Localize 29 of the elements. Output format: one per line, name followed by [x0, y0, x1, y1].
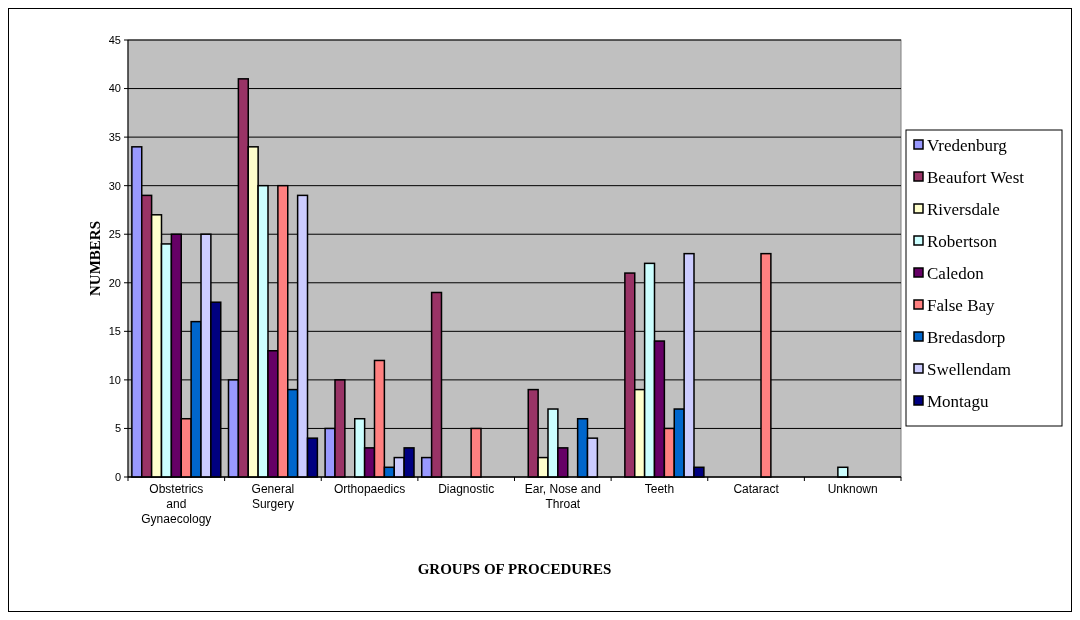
y-tick-label: 0 [114, 470, 121, 483]
y-tick-label: 35 [108, 130, 121, 143]
legend-label: Riversdale [927, 199, 1000, 219]
y-tick-label: 15 [108, 325, 121, 338]
legend-label: Robertson [927, 231, 998, 251]
x-tick-label: Cataract [733, 482, 780, 496]
legend-label: False Bay [927, 295, 996, 315]
x-tick-label: Ear, Nose and Throat [524, 482, 601, 511]
x-axis-title: GROUPS OF PROCEDURES [417, 561, 612, 577]
x-tick-label: Orthopaedics [333, 482, 406, 496]
y-tick-label: 45 [108, 33, 121, 46]
legend-label: Vredenburg [927, 135, 1008, 155]
y-axis-title: NUMBERS [87, 220, 103, 297]
legend-label: Montagu [927, 391, 989, 411]
y-tick-label: 10 [108, 373, 121, 386]
y-tick-label: 25 [108, 228, 121, 241]
x-tick-label: Obstetrics and Gynaecology [141, 482, 212, 526]
legend-label: Beaufort West [927, 167, 1025, 187]
y-tick-label: 20 [108, 276, 121, 289]
y-tick-label: 40 [108, 82, 121, 95]
x-tick-label: General Surgery [251, 482, 295, 511]
legend-label: Caledon [927, 263, 985, 283]
x-tick-label: Teeth [644, 482, 675, 496]
y-tick-label: 30 [108, 179, 121, 192]
x-tick-label: Diagnostic [438, 482, 495, 496]
legend-label: Swellendam [927, 359, 1012, 379]
x-tick-label: Unknown [827, 482, 878, 496]
legend-label: Bredasdorp [927, 327, 1006, 347]
y-tick-label: 5 [114, 422, 121, 435]
